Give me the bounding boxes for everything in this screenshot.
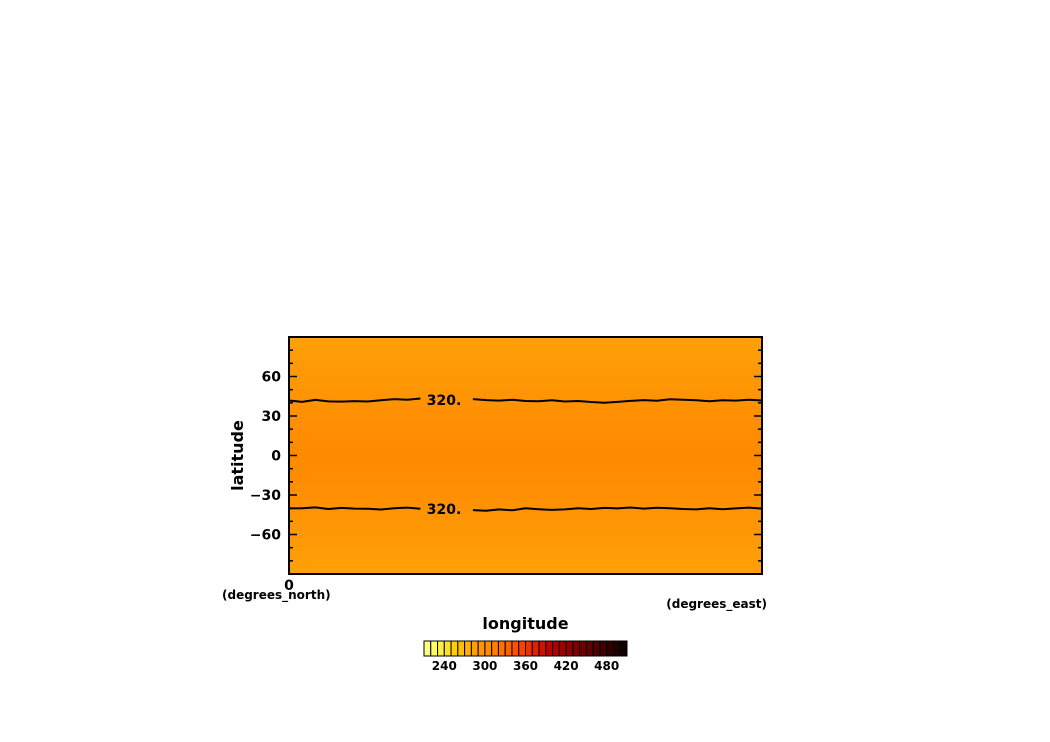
y-tick-label: 30 <box>262 409 282 425</box>
heatmap-field <box>289 337 762 574</box>
colorbar-swatch <box>423 640 432 657</box>
x-unit-label: (degrees_east) <box>666 597 767 612</box>
colorbar-swatch <box>437 640 445 657</box>
colorbar-swatch <box>545 640 554 657</box>
colorbar-swatch <box>619 640 628 657</box>
colorbar-swatch <box>531 640 540 657</box>
y-axis-title: latitude <box>228 420 247 491</box>
contour-lines: 320. 320. <box>288 393 763 518</box>
colorbar-swatch <box>464 640 472 657</box>
colorbar-tick-label: 360 <box>513 659 538 673</box>
colorbar-swatch <box>606 640 614 657</box>
colorbar-swatch <box>525 640 533 657</box>
y-tick-label: 60 <box>262 370 282 386</box>
colorbar-swatch <box>572 640 581 657</box>
colorbar-tick-label: 300 <box>472 659 497 673</box>
colorbar-swatch <box>538 640 547 657</box>
x-axis-title: longitude <box>482 614 568 633</box>
colorbar-swatch <box>457 640 466 657</box>
y-tick-label: 0 <box>271 449 281 465</box>
colorbar-swatch <box>585 640 594 657</box>
contour-line-320-north-left <box>288 397 421 403</box>
colorbar-swatch <box>491 640 499 657</box>
colorbar-swatch <box>443 640 452 657</box>
contour-line-320-south-right <box>472 506 763 512</box>
y-tick-label: −60 <box>250 528 281 544</box>
colorbar-swatch <box>552 640 560 657</box>
colorbar-swatch <box>450 640 459 657</box>
contour-line-320-north-right <box>472 398 763 404</box>
colorbar-tick-label: 240 <box>432 659 457 673</box>
y-unit-label: (degrees_north) <box>222 588 331 603</box>
y-tick-label: −30 <box>250 488 281 504</box>
contour-label: 320. <box>427 393 462 409</box>
colorbar-swatch <box>592 640 601 657</box>
colorbar-tick-label: 420 <box>554 659 579 673</box>
colorbar-swatch <box>477 640 486 657</box>
contour-line-320-south-left <box>288 506 421 511</box>
colorbar-swatch <box>504 640 513 657</box>
contour-label: 320. <box>427 502 462 518</box>
colorbar-tick-label: 480 <box>594 659 619 673</box>
colorbar-swatch <box>579 640 587 657</box>
colorbar-swatch <box>558 640 567 657</box>
plot-frame <box>288 336 763 575</box>
colorbar-swatch <box>565 640 574 657</box>
x-ticks: 0 <box>284 578 294 594</box>
colorbar-swatch <box>497 640 506 657</box>
colorbar-swatch <box>518 640 527 657</box>
colorbar: 240 300 360 420 480 <box>423 640 628 673</box>
colorbar-swatch <box>511 640 520 657</box>
x-tick-label: 0 <box>284 578 294 594</box>
y-ticks: 60 30 0 −30 −60 <box>250 349 762 562</box>
colorbar-swatch <box>612 640 621 657</box>
colorbar-swatch <box>484 640 493 657</box>
colorbar-swatch <box>599 640 608 657</box>
colorbar-swatch <box>430 640 439 657</box>
colorbar-swatch <box>470 640 479 657</box>
